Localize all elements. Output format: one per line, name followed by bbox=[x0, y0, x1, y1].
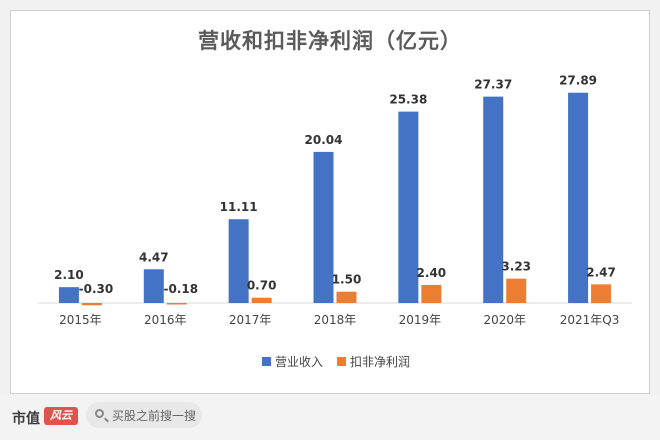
data-label: -0.18 bbox=[163, 282, 198, 296]
footer-bar: 市值 风云 买股之前搜一搜 bbox=[0, 394, 660, 440]
bar-profit bbox=[166, 303, 187, 305]
bar-revenue bbox=[58, 287, 79, 303]
bar-revenue bbox=[568, 92, 589, 303]
x-tick-label: 2017年 bbox=[229, 313, 272, 327]
data-label: 11.11 bbox=[220, 200, 258, 214]
search-box[interactable]: 买股之前搜一搜 bbox=[86, 402, 202, 428]
data-label: 20.04 bbox=[305, 133, 343, 147]
data-label: 2.10 bbox=[54, 268, 84, 282]
bar-chart: 2.10-0.30 2015年 4.47 -0.18 2016年 11.11 0.70 201… bbox=[38, 74, 632, 369]
brand-logo-text: 市值 bbox=[12, 411, 40, 427]
x-tick-label: 2015年 bbox=[59, 313, 102, 327]
chart-title: 营收和扣非净利润（亿元） bbox=[198, 29, 462, 53]
data-label: 27.89 bbox=[559, 74, 597, 88]
x-tick-label: 2016年 bbox=[144, 313, 187, 327]
search-placeholder: 买股之前搜一搜 bbox=[112, 409, 197, 423]
brand-logo-mark: 风云 bbox=[44, 407, 78, 425]
bar-revenue bbox=[143, 269, 164, 303]
data-label: 25.38 bbox=[389, 93, 427, 107]
data-label: 2.40 bbox=[417, 266, 447, 280]
data-label: 3.23 bbox=[501, 260, 531, 274]
search-icon bbox=[95, 409, 104, 418]
data-label: 2.47 bbox=[586, 265, 616, 279]
bar-revenue bbox=[313, 151, 334, 303]
bar-profit bbox=[81, 303, 102, 306]
data-label: -0.30 bbox=[79, 282, 114, 296]
x-tick-label: 2018年 bbox=[314, 313, 357, 327]
x-tick-label: 2021年Q3 bbox=[560, 313, 620, 327]
data-label: 0.70 bbox=[247, 279, 277, 293]
legend-swatch bbox=[262, 357, 271, 366]
legend-label: 营业收入 bbox=[275, 355, 323, 369]
bar-revenue bbox=[483, 96, 504, 303]
bar-profit bbox=[506, 278, 527, 303]
bar-profit bbox=[251, 297, 272, 303]
legend-swatch bbox=[337, 357, 346, 366]
bar-revenue bbox=[228, 219, 249, 303]
legend-label: 扣非净利润 bbox=[350, 355, 410, 369]
x-tick-label: 2019年 bbox=[399, 313, 442, 327]
bar-profit bbox=[336, 291, 357, 303]
bar-profit bbox=[591, 284, 612, 303]
data-label: 4.47 bbox=[139, 250, 169, 264]
data-label: 27.37 bbox=[474, 78, 512, 92]
data-label: 1.50 bbox=[332, 273, 362, 287]
bar-profit bbox=[421, 284, 442, 303]
bar-revenue bbox=[398, 111, 419, 304]
x-tick-label: 2020年 bbox=[483, 313, 526, 327]
